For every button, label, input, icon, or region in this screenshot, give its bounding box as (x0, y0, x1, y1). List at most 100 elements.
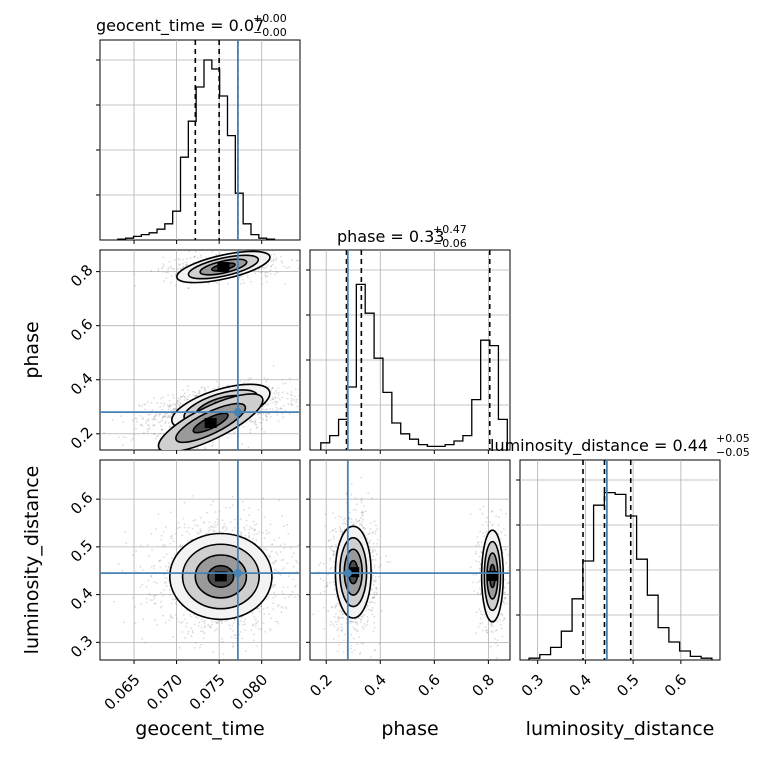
scatter-point (244, 618, 247, 620)
scatter-point (355, 518, 357, 521)
scatter-point (289, 594, 292, 597)
scatter-point (312, 544, 314, 546)
scatter-point (255, 423, 258, 426)
scatter-point (359, 653, 361, 655)
scatter-point (187, 630, 190, 633)
scatter-point (164, 565, 167, 568)
scatter-point (361, 616, 364, 618)
scatter-point (211, 620, 214, 623)
scatter-point (177, 397, 180, 400)
scatter-point (144, 408, 147, 411)
scatter-point (182, 394, 185, 397)
scatter-point (186, 264, 188, 267)
scatter-point (257, 627, 260, 630)
scatter-point (336, 629, 339, 631)
scatter-point (337, 616, 340, 619)
scatter-point (240, 619, 242, 622)
scatter-point (274, 560, 277, 563)
scatter-point (192, 394, 195, 396)
scatter-point (273, 583, 276, 586)
scatter-point (379, 564, 382, 567)
scatter-point (264, 630, 266, 633)
scatter-point (355, 618, 357, 621)
scatter-point (243, 380, 246, 383)
scatter-point (374, 549, 376, 552)
scatter-point (145, 419, 148, 422)
scatter-point (268, 413, 271, 415)
xlabel-luminosity-distance: luminosity_distance (526, 718, 715, 740)
y-tick-label: 0.2 (67, 423, 97, 453)
scatter-point (179, 263, 182, 266)
scatter-point (266, 408, 268, 410)
scatter-point (366, 605, 369, 608)
scatter-point (240, 531, 243, 534)
scatter-point (163, 265, 166, 267)
scatter-point (207, 282, 210, 285)
scatter-point (153, 424, 156, 427)
scatter-point (242, 509, 245, 511)
scatter-point (371, 588, 373, 591)
scatter-point (282, 558, 285, 561)
scatter-point (366, 623, 369, 626)
scatter-point (169, 404, 172, 407)
scatter-point (165, 585, 168, 587)
scatter-point (135, 428, 137, 430)
scatter-point (263, 431, 266, 433)
scatter-point (257, 413, 259, 416)
scatter-point (270, 260, 272, 262)
scatter-point (193, 623, 196, 626)
scatter-point (354, 628, 357, 630)
scatter-point (293, 395, 296, 398)
scatter-point (190, 615, 193, 618)
scatter-point (122, 421, 124, 424)
scatter-point (333, 583, 336, 586)
scatter-point (371, 532, 374, 535)
scatter-point (257, 270, 259, 273)
scatter-point (277, 271, 279, 274)
scatter-point (162, 531, 165, 533)
scatter-point (272, 608, 275, 610)
scatter-point (169, 416, 172, 419)
scatter-point (261, 531, 264, 534)
scatter-point (222, 527, 224, 530)
scatter-point (211, 444, 214, 446)
x-tick-label: 0.065 (101, 671, 144, 714)
scatter-point (111, 419, 114, 421)
scatter-point (170, 535, 172, 538)
scatter-point (271, 387, 274, 389)
scatter-point (316, 396, 318, 398)
scatter-point (277, 420, 280, 423)
scatter-point (182, 266, 185, 268)
scatter-point (123, 621, 126, 624)
scatter-point (332, 580, 335, 582)
scatter-point (183, 526, 186, 529)
scatter-point (171, 267, 174, 270)
scatter-point (220, 621, 223, 623)
scatter-point (303, 632, 305, 634)
scatter-point (281, 262, 284, 264)
scatter-point (239, 518, 242, 520)
scatter-point (274, 568, 276, 571)
scatter-point (171, 598, 174, 601)
scatter-point (375, 579, 377, 582)
scatter-point (296, 405, 299, 408)
scatter-point (261, 271, 263, 274)
scatter-point (319, 561, 322, 564)
scatter-point (271, 408, 274, 411)
scatter-point (324, 513, 327, 516)
scatter-point (271, 398, 274, 401)
scatter-point (272, 263, 274, 266)
scatter-point (165, 526, 167, 528)
scatter-point (196, 531, 198, 534)
scatter-point (154, 619, 157, 621)
scatter-point (386, 561, 389, 563)
scatter-point (255, 427, 258, 429)
scatter-point (372, 558, 375, 561)
scatter-point (192, 519, 195, 522)
scatter-point (228, 624, 231, 627)
scatter-point (204, 626, 206, 629)
scatter-point (260, 414, 263, 416)
scatter-point (356, 621, 359, 624)
scatter-point (174, 404, 177, 406)
scatter-point (373, 596, 375, 599)
